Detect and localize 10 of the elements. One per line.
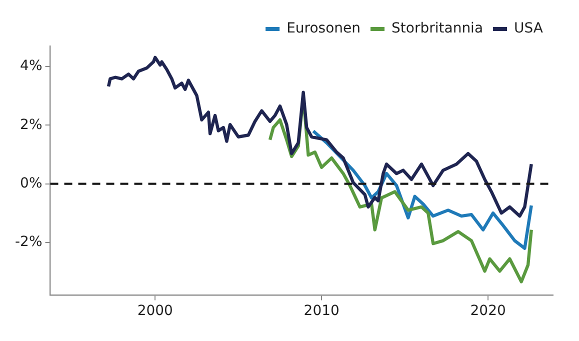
y-tick-label: -2% <box>14 234 42 250</box>
x-tick-label: 2010 <box>304 303 340 320</box>
y-tick-label: 4% <box>20 58 42 74</box>
x-tick-label: 2020 <box>470 303 506 320</box>
legend-label: Storbritannia <box>392 20 484 37</box>
legend-label: Eurosonen <box>286 20 361 37</box>
y-tick-label: 0% <box>20 175 42 192</box>
y-tick-label: 2% <box>20 116 42 133</box>
legend-label: USA <box>514 20 544 37</box>
x-tick-label: 2000 <box>137 303 173 320</box>
